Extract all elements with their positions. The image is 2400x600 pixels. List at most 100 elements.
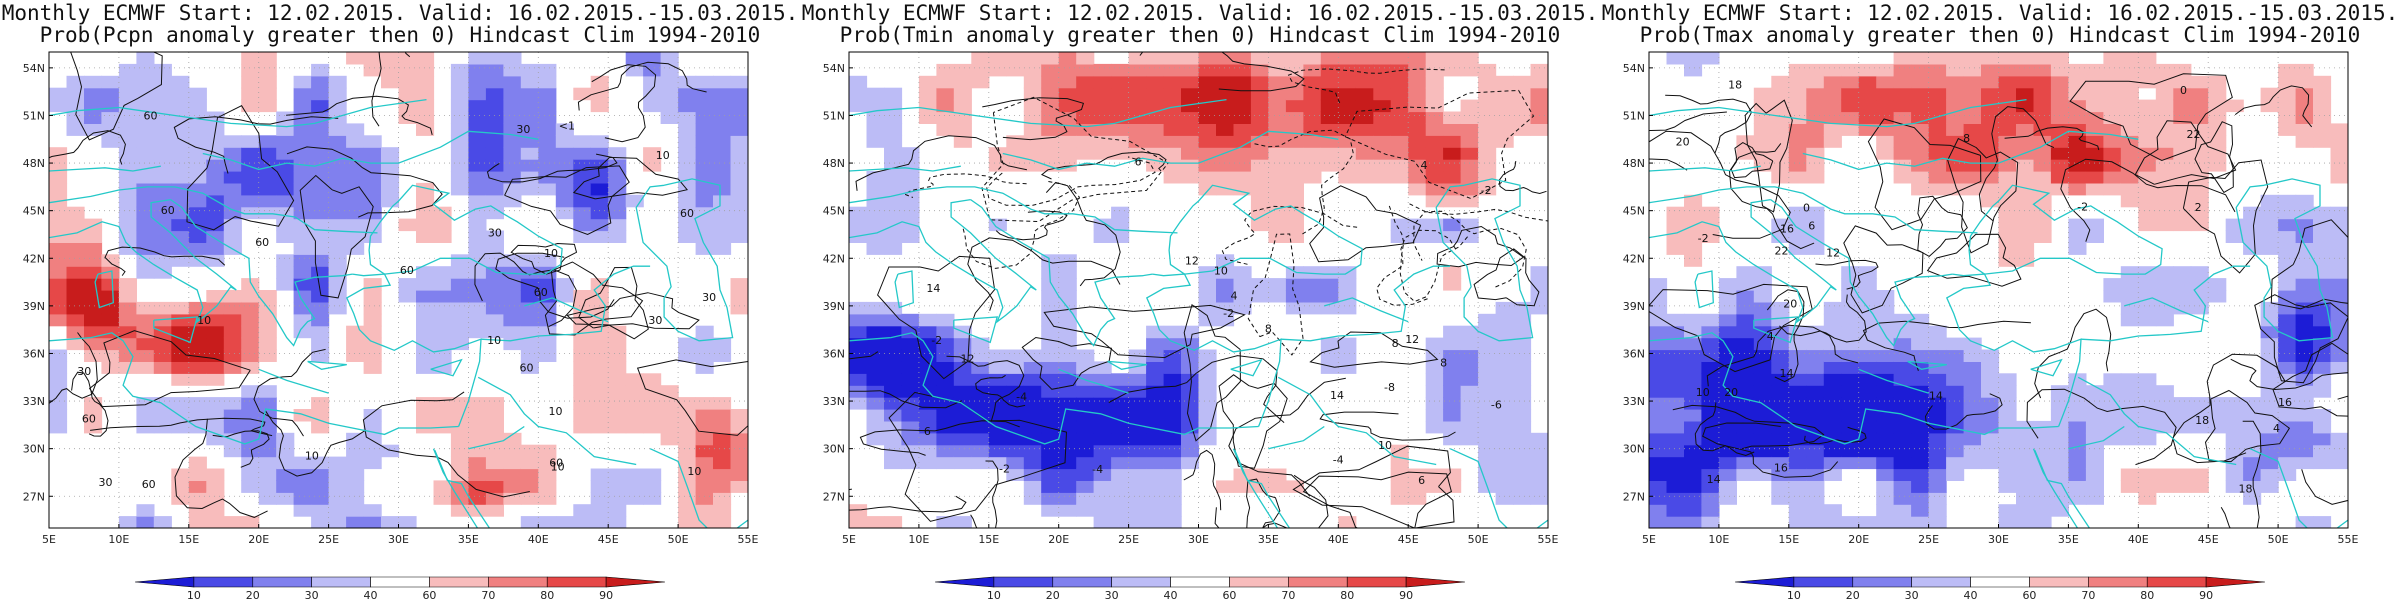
field-cell xyxy=(1128,111,1147,124)
field-cell xyxy=(136,135,155,148)
field-cell xyxy=(1788,99,1807,113)
field-cell xyxy=(346,432,365,446)
field-cell xyxy=(381,182,400,196)
field-cell xyxy=(2225,409,2244,422)
field-cell xyxy=(2155,266,2174,279)
field-cell xyxy=(1285,52,1304,65)
field-cell xyxy=(241,75,260,89)
field-cell xyxy=(276,206,295,220)
field-cell xyxy=(2278,206,2297,220)
field-cell xyxy=(1858,397,1877,410)
field-cell xyxy=(398,218,417,232)
field-cell xyxy=(1478,444,1497,458)
field-cell xyxy=(1181,349,1200,362)
field-cell xyxy=(1390,63,1409,77)
field-cell xyxy=(188,373,207,386)
field-cell xyxy=(363,301,382,315)
field-cell xyxy=(153,75,172,89)
field-cell xyxy=(188,206,207,220)
field-cell xyxy=(188,99,207,113)
field-cell xyxy=(1911,325,1930,339)
field-cell xyxy=(1111,135,1130,148)
field-cell xyxy=(1023,444,1042,458)
field-cell xyxy=(1198,171,1217,184)
field-cell xyxy=(311,325,330,339)
field-cell xyxy=(573,420,592,434)
field-cell xyxy=(2050,75,2069,89)
field-cell xyxy=(1858,111,1877,124)
field-cell xyxy=(1320,111,1339,124)
field-cell xyxy=(1443,337,1462,351)
field-cell xyxy=(1425,171,1444,184)
colorbar-label: 70 xyxy=(1281,589,1295,600)
field-cell xyxy=(643,75,662,89)
field-cell xyxy=(1666,468,1685,481)
field-cell xyxy=(433,409,452,422)
field-cell xyxy=(953,444,972,458)
field-cell xyxy=(1338,87,1357,101)
field-cell xyxy=(2173,63,2192,77)
field-cell xyxy=(153,218,172,232)
field-cell xyxy=(1478,135,1497,148)
field-cell xyxy=(1876,135,1895,148)
field-cell xyxy=(416,361,435,374)
panel-title-line1: Monthly ECMWF Start: 12.02.2015. Valid: … xyxy=(1,1,799,25)
field-cell xyxy=(241,397,260,410)
coastline xyxy=(849,198,1037,324)
field-cell xyxy=(136,75,155,89)
field-cell xyxy=(2120,182,2139,196)
field-cell xyxy=(1649,432,1668,446)
field-cell xyxy=(1373,147,1392,160)
field-cell xyxy=(2278,218,2297,232)
coastline xyxy=(49,332,459,445)
field-cell xyxy=(450,420,469,434)
lon-tick-label: 20E xyxy=(1848,533,1869,546)
field-cell xyxy=(503,301,522,315)
field-cell xyxy=(1006,135,1025,148)
contour-label: 18 xyxy=(2239,482,2253,495)
contour-line xyxy=(903,173,1027,198)
field-cell xyxy=(1928,135,1947,148)
field-cell xyxy=(1093,385,1112,398)
field-cell xyxy=(1443,432,1462,446)
coastline xyxy=(1324,297,1409,323)
field-cell xyxy=(1718,349,1737,362)
field-cell xyxy=(1268,278,1287,291)
field-cell xyxy=(713,171,732,184)
field-cell xyxy=(2330,301,2348,315)
contour-line xyxy=(1649,283,1813,373)
field-cell xyxy=(84,254,103,267)
field-cell xyxy=(1285,99,1304,113)
lat-tick-label: 51N xyxy=(823,109,845,122)
field-cell xyxy=(1303,52,1322,65)
field-cell xyxy=(1753,420,1772,434)
field-cell xyxy=(1111,99,1130,113)
contour-label: 10 xyxy=(687,465,701,478)
field-cell xyxy=(1128,75,1147,89)
field-cell xyxy=(538,278,557,291)
colorbar-segment xyxy=(1346,576,1407,588)
field-cell xyxy=(1478,361,1497,374)
field-cell xyxy=(450,301,469,315)
field-cell xyxy=(136,242,155,255)
field-cell xyxy=(678,516,697,528)
field-cell xyxy=(136,361,155,374)
field-cell xyxy=(1216,480,1235,493)
field-cell xyxy=(118,206,137,220)
field-cell xyxy=(1701,337,1720,351)
field-cell xyxy=(1163,432,1182,446)
field-cell xyxy=(2208,159,2227,172)
field-cell xyxy=(1684,397,1703,410)
field-cell xyxy=(503,194,522,208)
field-cell xyxy=(2085,409,2104,422)
field-cell xyxy=(1146,123,1165,136)
field-cell xyxy=(1408,111,1427,124)
field-cell xyxy=(1250,123,1269,136)
field-cell xyxy=(1946,182,1965,196)
field-cell xyxy=(468,397,487,410)
field-cell xyxy=(988,52,1007,65)
field-cell xyxy=(2208,111,2227,124)
field-cell xyxy=(2016,111,2035,124)
field-cell xyxy=(153,242,172,255)
